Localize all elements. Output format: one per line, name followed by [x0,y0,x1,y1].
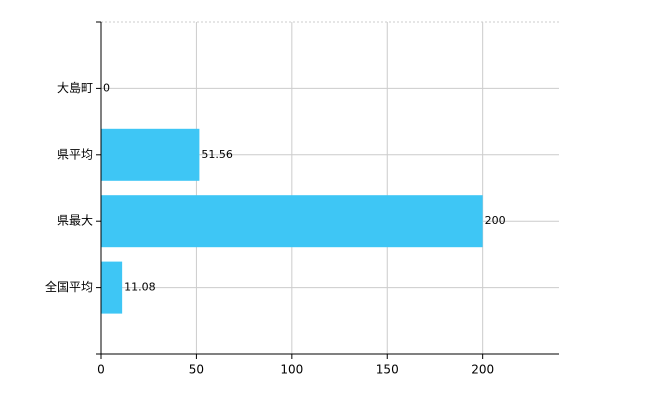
x-tick-label: 200 [471,363,494,377]
y-tick-label: 県最大 [57,214,93,228]
x-tick-label: 50 [189,363,204,377]
bar [101,195,483,248]
value-label: 11.08 [124,281,156,294]
value-label: 51.56 [201,148,233,161]
y-tick-label: 大島町 [57,80,93,95]
x-tick-label: 150 [376,363,399,377]
x-tick-label: 100 [280,363,303,377]
y-tick-label: 県平均 [57,147,93,161]
value-label: 200 [485,214,506,227]
x-tick-label: 0 [97,363,105,377]
bar [101,128,200,181]
y-tick-label: 全国平均 [45,279,93,294]
value-label: 0 [103,81,110,94]
bar [101,261,123,314]
